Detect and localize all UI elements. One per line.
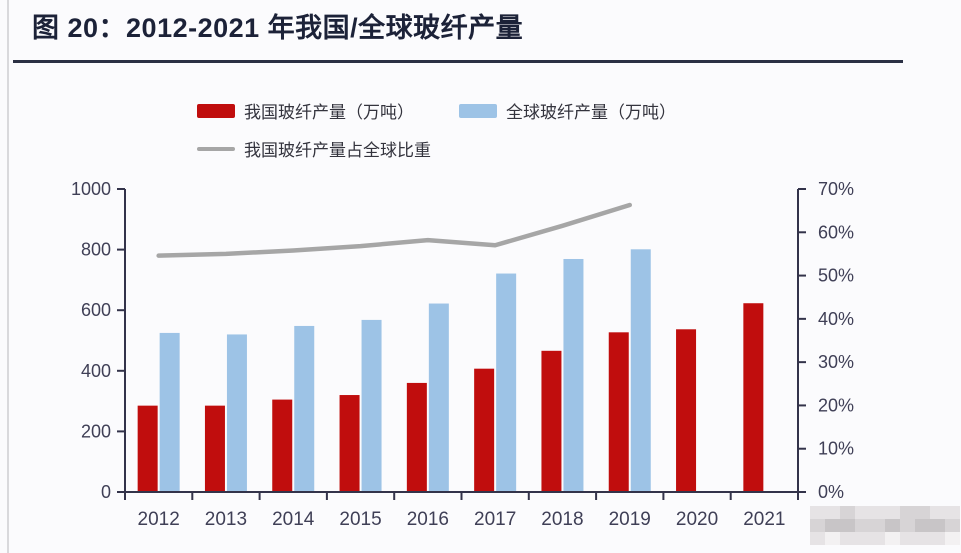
left-axis-label: 1000 xyxy=(71,179,111,199)
bar-global-2013 xyxy=(226,334,247,492)
watermark-mosaic xyxy=(810,506,960,545)
watermark-cell xyxy=(915,519,930,532)
watermark-cell xyxy=(840,532,855,545)
left-axis-label: 800 xyxy=(81,240,111,260)
watermark-cell xyxy=(930,532,945,545)
x-axis-label-2016: 2016 xyxy=(407,509,449,530)
right-axis-label: 60% xyxy=(818,222,854,242)
right-axis-label: 70% xyxy=(818,179,854,199)
watermark-cell xyxy=(930,506,945,519)
watermark-cell xyxy=(825,532,840,545)
bar-china-2013 xyxy=(204,405,225,492)
watermark-cell xyxy=(915,532,930,545)
chart-title: 图 20：2012-2021 年我国/全球玻纤产量 xyxy=(32,13,524,43)
watermark-cell xyxy=(945,506,960,519)
x-axis-label-2020: 2020 xyxy=(676,509,718,530)
watermark-cell xyxy=(870,506,885,519)
right-axis-label: 40% xyxy=(818,309,854,329)
x-axis-label-2018: 2018 xyxy=(541,509,583,530)
x-axis-label-2021: 2021 xyxy=(743,509,785,530)
right-axis-label: 0% xyxy=(818,482,844,502)
left-axis-label: 600 xyxy=(81,300,111,320)
watermark-cell xyxy=(885,519,900,532)
legend-label-global: 全球玻纤产量（万吨） xyxy=(506,103,676,122)
watermark-cell xyxy=(810,519,825,532)
watermark-cell xyxy=(810,506,825,519)
bar-china-2017 xyxy=(474,368,495,492)
x-axis-label-2013: 2013 xyxy=(205,509,247,530)
watermark-cell xyxy=(870,519,885,532)
bar-china-2018 xyxy=(541,350,562,492)
bar-global-2017 xyxy=(496,273,517,492)
watermark-cell xyxy=(900,519,915,532)
legend-swatch-share-line xyxy=(197,146,235,151)
share-line xyxy=(156,202,632,258)
watermark-cell xyxy=(885,532,900,545)
legend-item-share: 我国玻纤产量占全球比重 xyxy=(197,136,431,161)
legend-label-china: 我国玻纤产量（万吨） xyxy=(244,103,414,122)
x-axis-label-2012: 2012 xyxy=(138,509,180,530)
bar-global-2014 xyxy=(294,325,315,492)
x-axis-label-2019: 2019 xyxy=(609,509,651,530)
legend-item-china: 我国玻纤产量（万吨） xyxy=(197,98,414,123)
bar-china-2019 xyxy=(608,332,629,492)
watermark-cell xyxy=(945,532,960,545)
legend-swatch-global-bar xyxy=(459,103,497,118)
page-left-border xyxy=(7,0,9,553)
watermark-cell xyxy=(945,519,960,532)
watermark-cell xyxy=(885,506,900,519)
bar-china-2012 xyxy=(137,405,158,492)
watermark-cell xyxy=(825,519,840,532)
right-axis-label: 30% xyxy=(818,352,854,372)
watermark-cell xyxy=(915,506,930,519)
legend-item-global: 全球玻纤产量（万吨） xyxy=(459,98,676,123)
watermark-cell xyxy=(870,532,885,545)
watermark-cell xyxy=(900,506,915,519)
bar-china-2020 xyxy=(676,329,697,492)
bar-global-2015 xyxy=(361,319,382,492)
x-axis-label-2015: 2015 xyxy=(339,509,381,530)
left-axis-label: 400 xyxy=(81,361,111,381)
x-axis-label-2017: 2017 xyxy=(474,509,516,530)
bar-china-2016 xyxy=(406,382,427,492)
bar-global-2019 xyxy=(630,249,651,492)
watermark-cell xyxy=(855,519,870,532)
left-axis-label: 0 xyxy=(101,482,111,502)
right-axis-label: 50% xyxy=(818,266,854,286)
x-axis-label-2014: 2014 xyxy=(272,509,315,530)
watermark-cell xyxy=(855,532,870,545)
watermark-cell xyxy=(840,506,855,519)
bar-global-2012 xyxy=(159,332,180,492)
legend-swatch-china-bar xyxy=(197,103,235,118)
watermark-cell xyxy=(900,532,915,545)
bar-global-2018 xyxy=(563,258,584,492)
right-axis-label: 20% xyxy=(818,395,854,415)
watermark-cell xyxy=(855,506,870,519)
watermark-cell xyxy=(825,506,840,519)
bar-global-2016 xyxy=(428,303,449,492)
bar-china-2021 xyxy=(743,303,764,492)
right-axis-label: 10% xyxy=(818,439,854,459)
title-underline xyxy=(13,60,903,63)
left-axis-label: 200 xyxy=(81,421,111,441)
watermark-cell xyxy=(810,532,825,545)
legend-label-share: 我国玻纤产量占全球比重 xyxy=(244,141,431,160)
watermark-cell xyxy=(930,519,945,532)
bar-china-2014 xyxy=(272,399,293,492)
watermark-cell xyxy=(840,519,855,532)
bar-china-2015 xyxy=(339,395,360,492)
